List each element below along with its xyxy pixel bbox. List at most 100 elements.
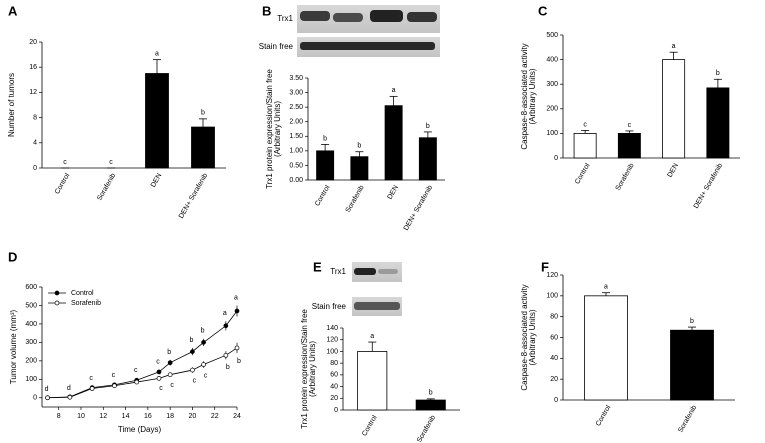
- x-tick-label: DEN+ Sorafenib: [178, 172, 210, 220]
- marker: [190, 367, 195, 373]
- bar: [662, 59, 686, 159]
- marker: [156, 369, 162, 375]
- series-line: [47, 347, 238, 399]
- value-label: c: [193, 378, 197, 385]
- marker: [112, 383, 117, 389]
- blot-b: [297, 5, 440, 57]
- x-tick-label: DEN+ Sorafenib: [693, 162, 725, 210]
- y-tick-label: 3.50: [289, 75, 303, 82]
- value-label: a: [672, 43, 676, 50]
- value-label: b: [167, 349, 171, 356]
- value-label: b: [429, 390, 433, 397]
- bar: [617, 132, 641, 159]
- y-tick-label: 100: [25, 376, 37, 383]
- x-tick-label: 16: [144, 413, 152, 420]
- x-tick-label: Sorafenib: [96, 172, 117, 202]
- bar: [384, 105, 403, 181]
- x-tick-label: 8: [57, 413, 61, 420]
- value-label: b: [690, 318, 694, 325]
- x-tick-label: 14: [122, 413, 130, 420]
- value-label: a: [392, 87, 396, 94]
- marker: [234, 308, 240, 314]
- value-label: b: [189, 337, 193, 344]
- marker: [89, 386, 95, 391]
- blot-label: Stain free: [259, 42, 294, 51]
- y-tick-label: 120: [326, 337, 338, 344]
- y-tick-label: 0: [334, 407, 338, 414]
- marker: [134, 379, 140, 385]
- x-tick-label: Sorafenib: [615, 162, 636, 192]
- y-tick-label: 8: [33, 114, 37, 121]
- legend-marker: [54, 290, 60, 296]
- value-label: c: [109, 159, 113, 166]
- marker: [167, 360, 173, 366]
- x-tick-label: 22: [211, 413, 219, 420]
- value-label: c: [159, 385, 163, 392]
- value-label: b: [226, 364, 230, 371]
- y-tick-label: 500: [546, 32, 558, 39]
- x-axis-label: Time (Days): [118, 425, 162, 434]
- panel-label: A: [8, 3, 18, 18]
- y-tick-label: 20: [550, 376, 558, 383]
- y-axis-label: Number of tumors: [7, 73, 16, 137]
- x-tick-label: 24: [233, 413, 241, 420]
- value-label: a: [155, 50, 159, 57]
- x-tick-label: Control: [574, 162, 592, 185]
- marker: [67, 394, 73, 400]
- y-axis-label: (Arbitrary Units): [273, 101, 282, 157]
- blot-label: Stain free: [312, 302, 347, 311]
- y-axis-label: (Arbitrary Units): [528, 309, 537, 365]
- y-tick-label: 300: [546, 81, 558, 88]
- value-label: c: [112, 372, 116, 379]
- marker: [223, 352, 229, 358]
- bar: [191, 126, 215, 169]
- x-tick-label: DEN: [667, 162, 680, 178]
- value-label: b: [201, 110, 205, 117]
- y-tick-label: 3.00: [289, 89, 303, 96]
- value-label: b: [357, 143, 361, 150]
- value-label: a: [234, 294, 238, 301]
- y-tick-label: 2.00: [289, 119, 303, 126]
- y-tick-label: 300: [25, 339, 37, 346]
- y-tick-label: 2.50: [289, 104, 303, 111]
- value-label: b: [323, 135, 327, 142]
- blot-label: Trx1: [330, 267, 346, 276]
- x-tick-label: 20: [189, 413, 197, 420]
- y-axis-label: (Arbitrary Units): [528, 68, 537, 124]
- legend-label: Sorafenib: [71, 300, 101, 307]
- bar: [357, 351, 388, 411]
- y-tick-label: 600: [25, 284, 37, 291]
- panel-label: E: [313, 259, 322, 274]
- x-tick-label: Sorafenib: [677, 404, 698, 434]
- x-tick-label: Control: [595, 404, 613, 427]
- y-tick-label: 60: [330, 372, 338, 379]
- y-tick-label: 1.50: [289, 133, 303, 140]
- y-tick-label: 20: [29, 39, 37, 46]
- bar: [573, 132, 597, 159]
- bar: [706, 87, 730, 159]
- value-label: b: [237, 358, 241, 365]
- value-label: c: [89, 375, 93, 382]
- x-tick-label: 12: [99, 413, 107, 420]
- panel-label: B: [262, 3, 271, 18]
- marker: [234, 345, 240, 351]
- marker: [190, 349, 195, 354]
- y-tick-label: 12: [29, 89, 37, 96]
- y-axis-label: Trx1 protein expression/Stain free: [265, 69, 274, 189]
- bar: [584, 295, 628, 401]
- value-label: c: [583, 121, 587, 128]
- y-tick-label: 16: [29, 64, 37, 71]
- bar: [418, 137, 437, 181]
- x-tick-label: Control: [361, 414, 379, 437]
- value-label: a: [604, 284, 608, 291]
- y-tick-label: 20: [330, 395, 338, 402]
- y-tick-label: 40: [330, 383, 338, 390]
- x-tick-label: Sorafenib: [416, 414, 437, 443]
- panel-label: F: [541, 259, 549, 274]
- value-label: c: [156, 359, 160, 366]
- bar: [316, 150, 335, 181]
- y-tick-label: 0.00: [289, 177, 303, 184]
- y-axis-label: (Arbitrary Units): [308, 341, 317, 397]
- value-label: b: [426, 123, 430, 130]
